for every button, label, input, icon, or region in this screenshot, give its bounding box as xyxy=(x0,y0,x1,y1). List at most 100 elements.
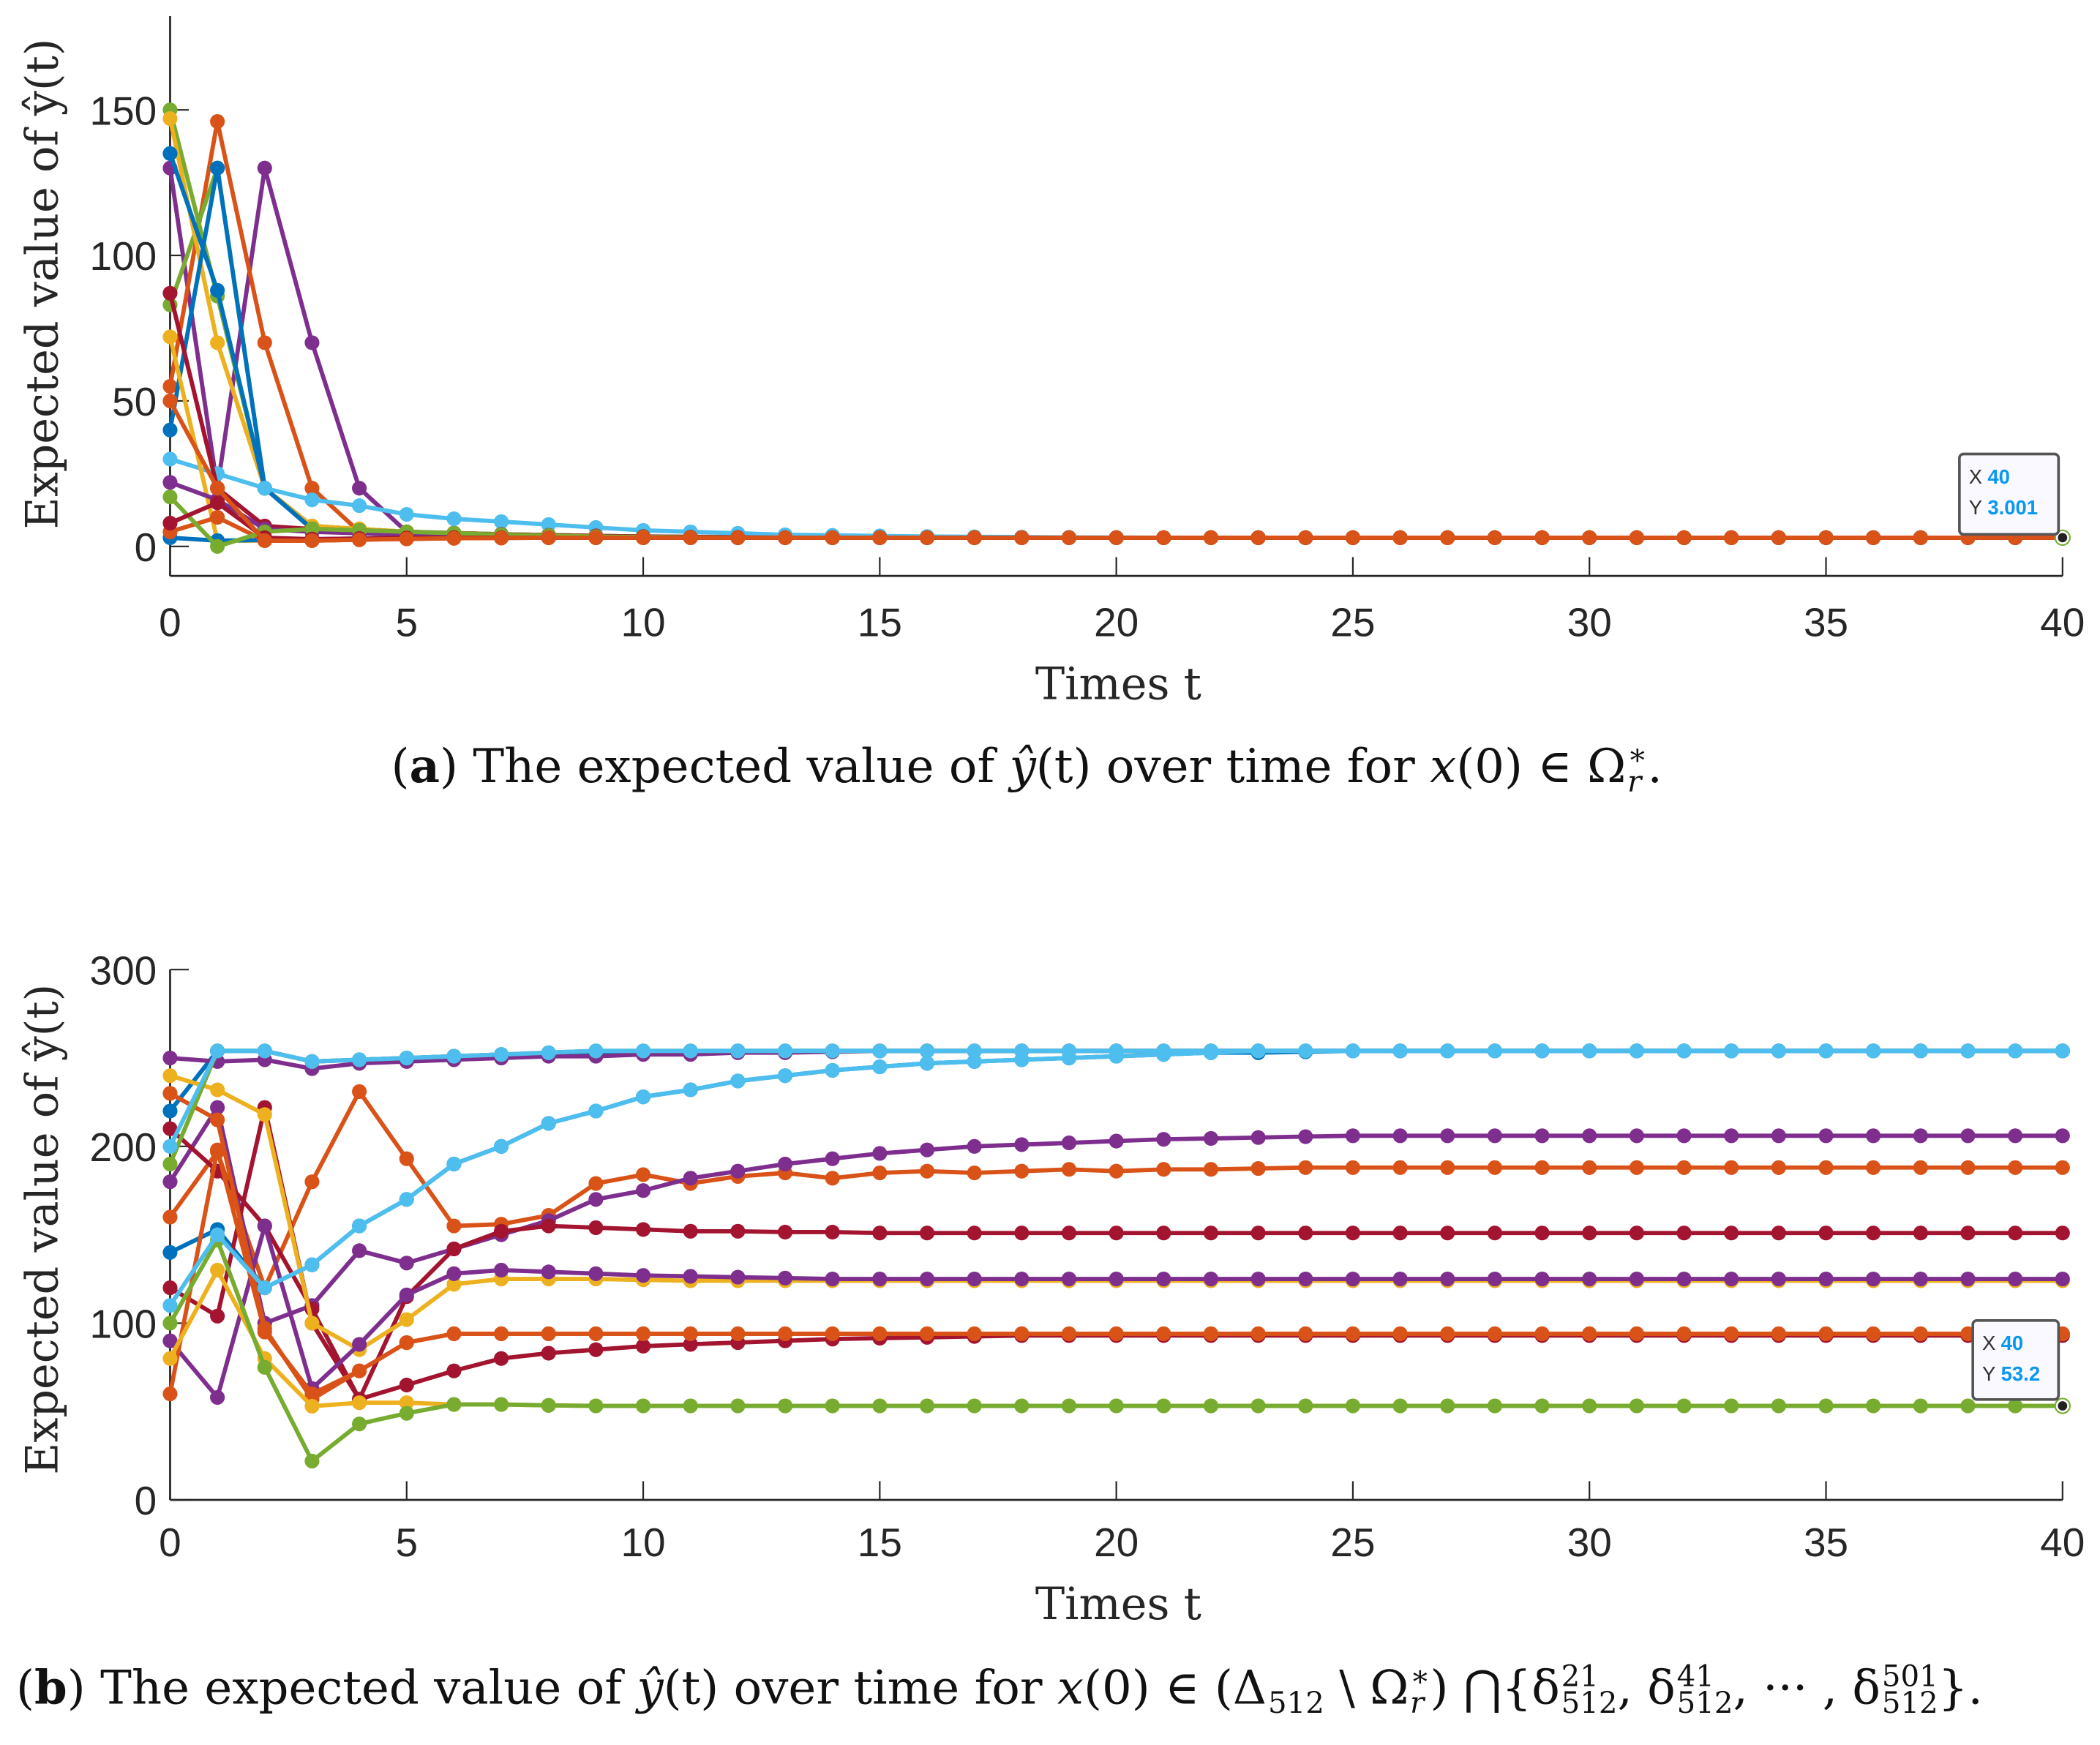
series-line xyxy=(168,292,2063,540)
data-point xyxy=(1109,1398,1124,1414)
data-point xyxy=(1534,530,1550,545)
plot-a-datatip[interactable]: X 40 Y 3.001 xyxy=(1958,452,2060,536)
data-point xyxy=(1109,1048,1124,1064)
data-point xyxy=(1724,1160,1739,1175)
x-tick-label: 25 xyxy=(1330,1520,1375,1565)
data-point xyxy=(1582,1398,1597,1414)
data-point xyxy=(967,1326,982,1341)
y-tick-label: 0 xyxy=(135,525,157,570)
caption-math: \ Ω xyxy=(1324,1662,1409,1716)
data-point xyxy=(2008,1398,2023,1414)
data-point xyxy=(399,1377,414,1393)
data-point xyxy=(683,1398,698,1414)
data-point xyxy=(162,329,178,345)
data-point xyxy=(1298,1129,1313,1144)
data-point xyxy=(1250,530,1266,545)
data-point xyxy=(399,506,414,522)
data-point xyxy=(541,1397,556,1413)
data-point xyxy=(1250,1226,1266,1241)
data-point xyxy=(1345,1043,1360,1059)
data-point xyxy=(777,1270,793,1286)
series-yellow xyxy=(162,1068,2070,1357)
data-point xyxy=(1771,530,1786,545)
data-point xyxy=(1156,1271,1171,1287)
data-point xyxy=(919,1043,935,1059)
datatip-x-value: 40 xyxy=(2000,1332,2024,1356)
data-point xyxy=(541,530,556,545)
data-point xyxy=(2008,1271,2023,1287)
series-green xyxy=(162,102,2070,545)
data-point xyxy=(635,1268,651,1283)
data-point xyxy=(730,1073,746,1089)
data-point xyxy=(777,1156,793,1172)
data-point xyxy=(1345,1398,1360,1414)
data-point xyxy=(683,1171,698,1186)
data-point xyxy=(210,1100,225,1115)
y-tick-label: 0 xyxy=(135,1478,157,1523)
caption-text: The expected value of xyxy=(457,740,1010,795)
data-point xyxy=(352,1084,367,1099)
data-point xyxy=(1440,1326,1455,1341)
data-point xyxy=(1771,1326,1786,1341)
data-point xyxy=(635,1043,651,1059)
data-point xyxy=(1203,1045,1219,1060)
data-point xyxy=(1061,1271,1077,1287)
data-point xyxy=(872,1146,888,1161)
series-darkred xyxy=(162,285,2070,545)
data-point xyxy=(777,530,793,545)
data-point xyxy=(1960,1128,1976,1144)
data-point xyxy=(1676,530,1692,545)
data-point xyxy=(1676,1398,1692,1414)
data-point xyxy=(162,1103,178,1119)
data-point xyxy=(588,1342,604,1357)
data-point xyxy=(1629,530,1644,545)
data-point xyxy=(2008,1160,2023,1175)
data-point xyxy=(1487,1326,1502,1341)
datatip-x-label: X xyxy=(1981,1332,1996,1356)
data-point xyxy=(494,1397,509,1412)
data-point xyxy=(494,1223,509,1239)
caption-sup: ∗ xyxy=(1627,738,1648,773)
data-point xyxy=(730,1043,746,1059)
data-point xyxy=(210,1142,225,1157)
data-point xyxy=(730,1163,746,1179)
plot-b-ylabel: Expected value of ŷ(t) xyxy=(18,984,69,1475)
data-point xyxy=(2055,1128,2070,1144)
data-point xyxy=(1392,1043,1408,1059)
series-orange xyxy=(162,1086,2070,1407)
data-point xyxy=(162,1333,178,1348)
data-point xyxy=(1629,1043,1644,1059)
data-point xyxy=(2055,1271,2070,1287)
data-point xyxy=(399,1050,414,1066)
data-point xyxy=(2008,1128,2023,1144)
data-point xyxy=(541,1045,556,1060)
plot-a: Times t Expected value of ŷ(t) 0 5 10 15 20 2… xyxy=(18,15,2085,710)
data-point xyxy=(825,1151,840,1166)
datatip-x-label: X xyxy=(1968,465,1983,489)
data-point xyxy=(162,1245,178,1260)
data-point xyxy=(352,532,367,547)
data-point xyxy=(1392,1398,1408,1414)
data-point xyxy=(1724,1226,1739,1241)
data-point xyxy=(210,282,225,298)
caption-subsup: 41 512 xyxy=(1677,1662,1733,1719)
plot-b-datatip[interactable]: X 40 Y 53.2 xyxy=(1971,1318,2060,1401)
data-point xyxy=(1298,1160,1313,1175)
data-point xyxy=(210,495,225,511)
series-line xyxy=(168,1089,2063,1291)
data-point xyxy=(872,530,888,545)
caption-sub: r xyxy=(1627,765,1642,799)
data-point xyxy=(1109,1163,1124,1179)
data-point xyxy=(588,1103,604,1119)
data-point xyxy=(1534,1128,1550,1144)
data-point xyxy=(257,160,272,176)
data-point xyxy=(352,481,367,496)
y-tick-label: 300 xyxy=(90,947,157,993)
data-point xyxy=(825,1398,840,1414)
data-point xyxy=(1345,1226,1360,1241)
data-point xyxy=(1818,1128,1834,1144)
data-point xyxy=(1156,1398,1171,1414)
data-point xyxy=(1440,1043,1455,1059)
series-lightblue xyxy=(162,1043,2070,1313)
data-point xyxy=(446,1156,462,1172)
